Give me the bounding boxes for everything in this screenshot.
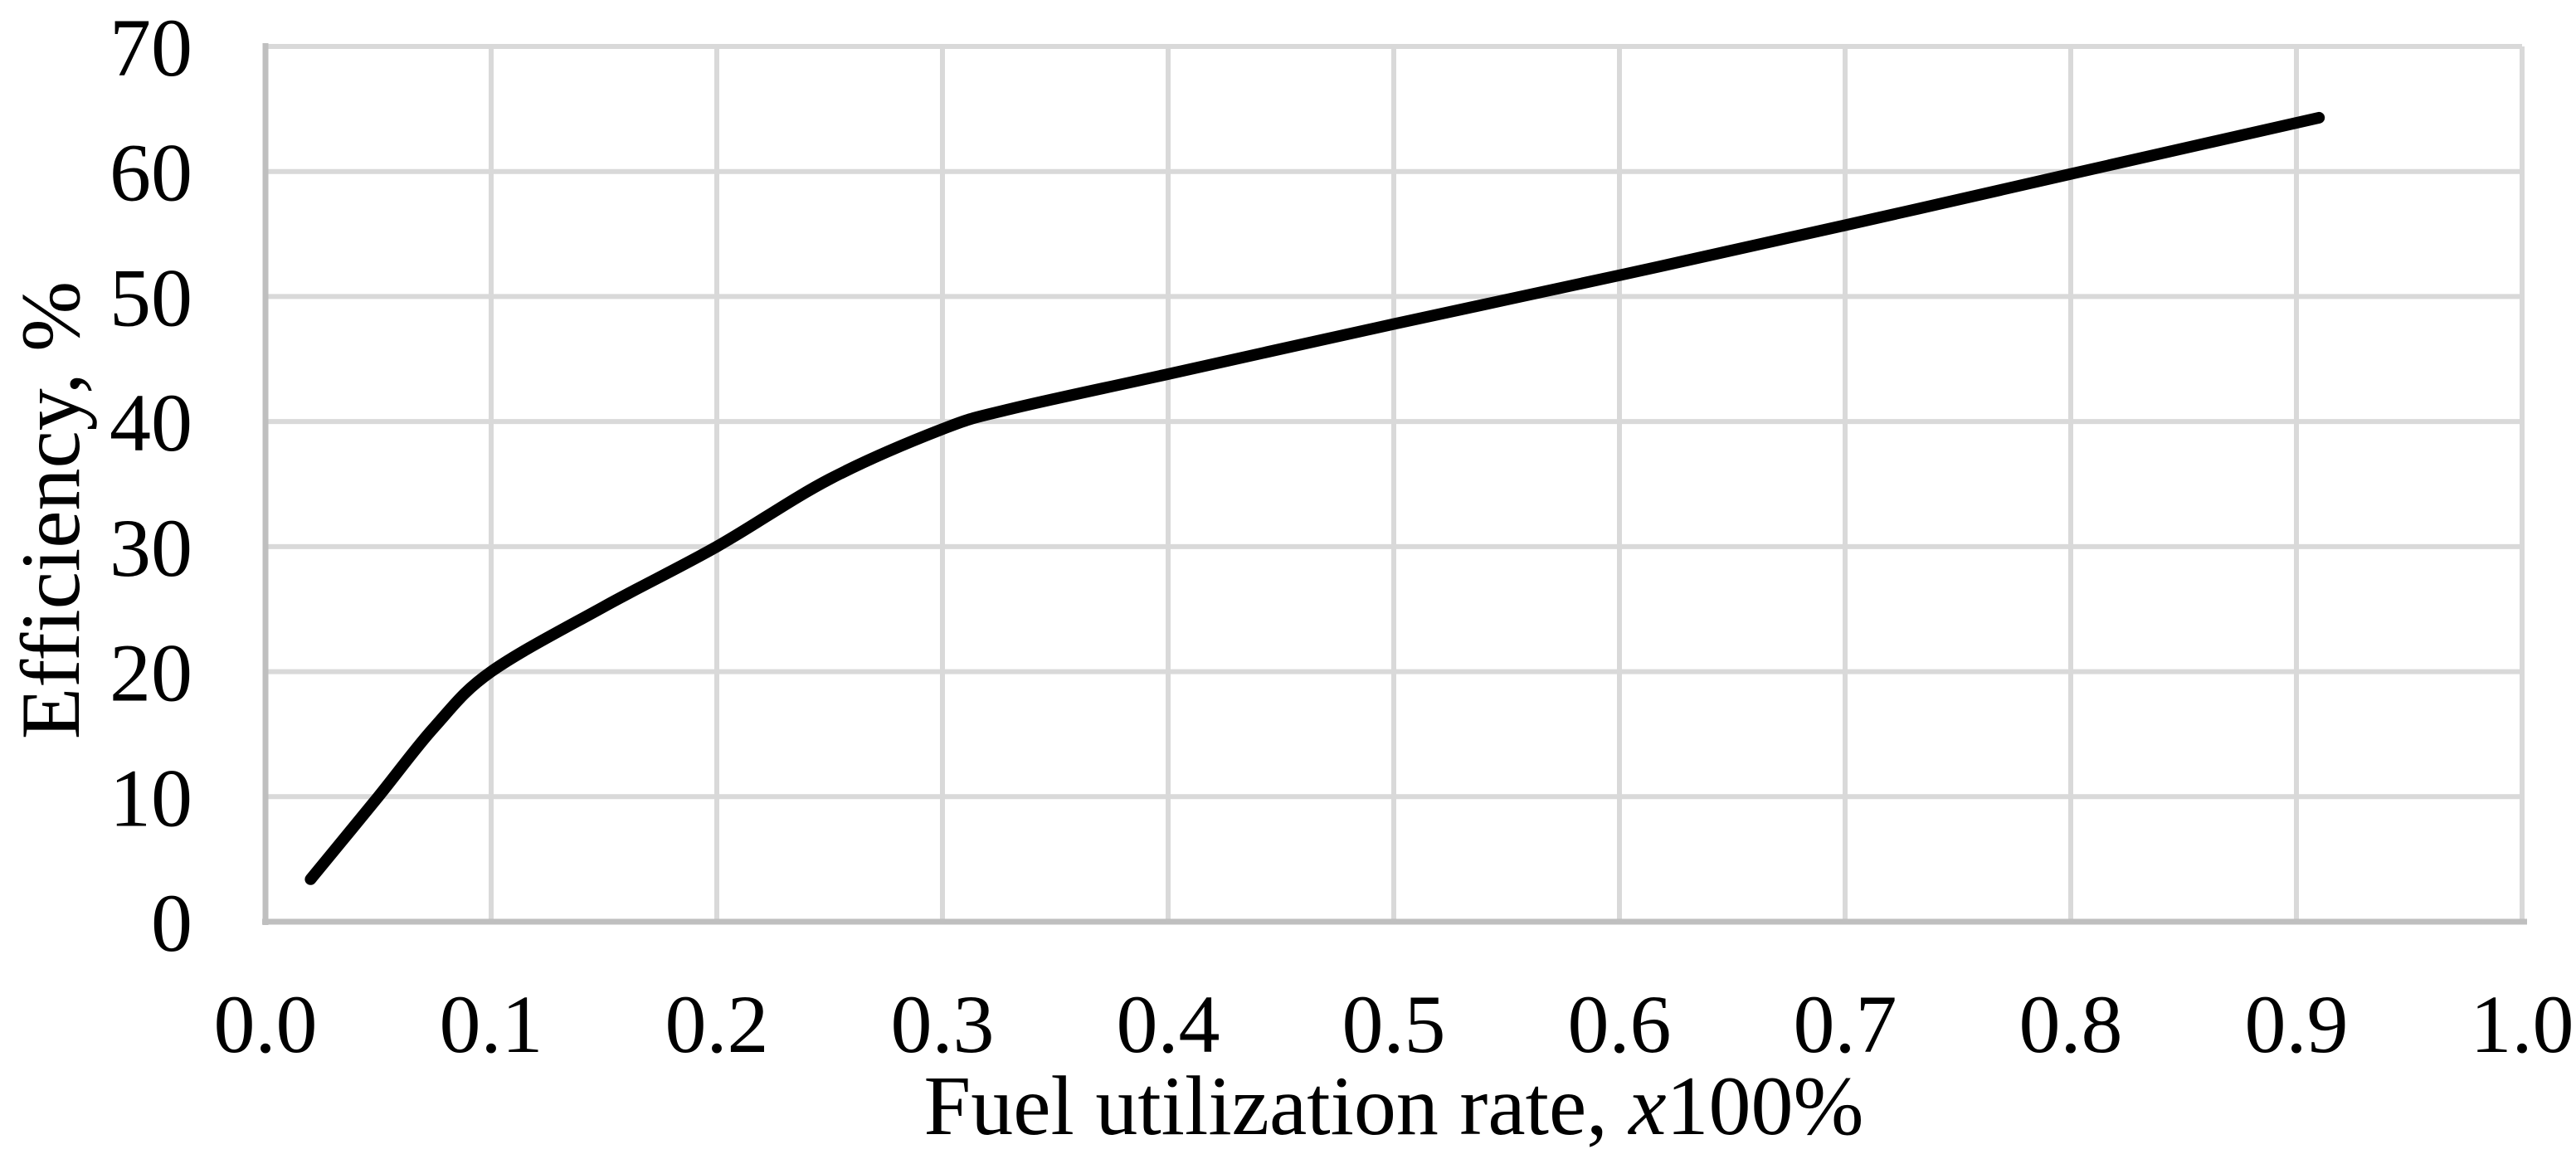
y-axis-title: Efficiency, % [4,281,98,739]
x-tick-label: 0.8 [2019,978,2123,1070]
y-tick-label: 60 [110,127,192,219]
gridlines [265,44,2525,922]
x-tick-label: 0.2 [665,978,769,1070]
y-tick-label: 0 [151,877,192,969]
y-tick-label: 50 [110,251,192,343]
x-tick-label: 0.1 [440,978,543,1070]
x-tick-label: 0.6 [1568,978,1672,1070]
y-tick-label: 10 [110,752,192,844]
x-tick-label: 0.3 [891,978,995,1070]
y-tick-label: 20 [110,627,192,719]
x-tick-label: 0.9 [2245,978,2349,1070]
x-tick-label: 0.7 [1794,978,1897,1070]
x-axis-title-variable: x [1627,1059,1666,1153]
y-tick-label: 30 [110,502,192,594]
x-axis-title-suffix: 100% [1667,1059,1864,1153]
x-tick-label: 0.4 [1117,978,1220,1070]
x-axis-title: Fuel utilization rate, x100% [923,1059,1863,1153]
axis-lines [262,43,2527,925]
y-axis-tick-labels: 0 10 20 30 40 50 60 70 [110,2,192,969]
x-tick-label: 0.5 [1342,978,1446,1070]
x-axis-tick-labels: 0.0 0.1 0.2 0.3 0.4 0.5 0.6 0.7 0.8 0.9 1.0 [214,978,2574,1070]
x-axis-title-prefix: Fuel utilization rate, [923,1059,1629,1153]
efficiency-line-series [304,111,2325,885]
y-tick-label: 70 [110,2,192,94]
x-tick-label: 0.0 [214,978,318,1070]
x-tick-label: 1.0 [2471,978,2574,1070]
y-tick-label: 40 [110,377,192,469]
